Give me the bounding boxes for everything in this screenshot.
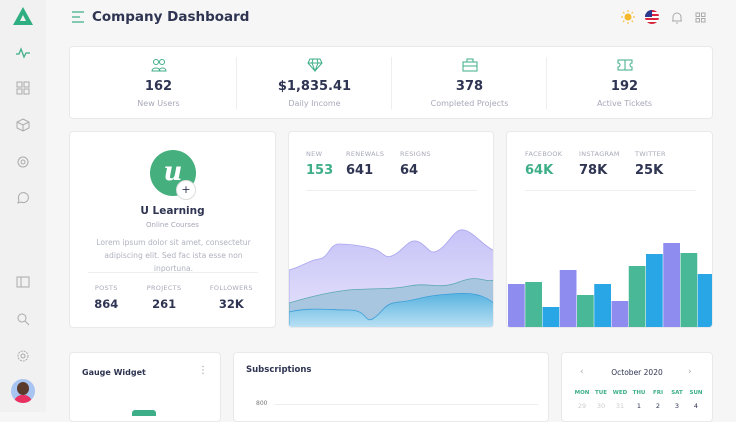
calendar-date[interactable]: 31 <box>615 402 625 410</box>
page-title: Company Dashboard <box>92 9 250 25</box>
gauge-arc <box>132 410 156 416</box>
prev-month-button[interactable]: ‹ <box>580 367 584 377</box>
box-icon[interactable] <box>15 117 31 133</box>
stat-label: Active Tickets <box>596 99 653 108</box>
metric-posts: POSTS 864 <box>94 284 119 311</box>
area-series-3 <box>289 292 493 327</box>
activity-icon[interactable] <box>15 45 31 61</box>
avatar[interactable] <box>11 379 35 403</box>
sidebar-toggle-icon[interactable] <box>15 274 31 290</box>
bar <box>697 274 712 327</box>
settings-icon[interactable] <box>15 154 31 170</box>
calendar-weekday: TUE <box>595 390 607 396</box>
bar <box>525 282 542 327</box>
metric-resigns: RESIGNS 64 <box>400 150 431 178</box>
profile-card: u + U Learning Online Courses Lorem ipsu… <box>69 131 276 328</box>
bar <box>628 266 646 327</box>
briefcase-icon <box>392 57 547 73</box>
bar <box>577 295 594 327</box>
calendar-weekday: SUN <box>689 390 703 396</box>
bar-chart <box>508 243 712 327</box>
bar <box>611 301 629 327</box>
add-button[interactable]: + <box>176 180 196 200</box>
us-flag-icon[interactable] <box>645 10 659 24</box>
stat-value: $1,835.41 <box>277 79 352 94</box>
stat-new-users: 162 New Users <box>81 47 236 117</box>
gauge-title: Gauge Widget <box>82 368 146 377</box>
y-tick-label: 800 <box>256 400 268 407</box>
calendar-weekday: THU <box>632 390 646 396</box>
social-card: FACEBOOK 64K INSTAGRAM 78K TWITTER 25K <box>506 131 713 328</box>
stats-card: 162 New Users $1,835.41 Daily Income 378 Co… <box>69 46 713 119</box>
bar <box>508 284 525 327</box>
sidebar <box>0 0 46 412</box>
calendar-weekday: MON <box>574 390 590 396</box>
bar <box>594 284 611 327</box>
stat-daily-income: $1,835.41 Daily Income <box>237 47 392 117</box>
stat-label: Daily Income <box>288 99 341 108</box>
search-icon[interactable] <box>15 311 31 327</box>
calendar-month: October 2020 <box>611 368 663 377</box>
bell-icon[interactable] <box>671 11 683 24</box>
stat-active-tickets: 192 Active Tickets <box>547 47 702 117</box>
metric-projects: PROJECTS 261 <box>146 284 182 311</box>
profile-name: U Learning <box>140 205 205 217</box>
calendar-weekday: FRI <box>652 390 664 396</box>
logo-icon[interactable] <box>13 7 33 25</box>
calendar-weekday: WED <box>612 390 628 396</box>
bar <box>680 253 698 327</box>
stat-value: 162 <box>144 79 173 94</box>
chat-icon[interactable] <box>15 190 31 206</box>
calendar-date[interactable]: 29 <box>577 402 587 410</box>
calendar-date[interactable]: 30 <box>596 402 606 410</box>
profile-subtitle: Online Courses <box>146 221 199 229</box>
more-options-icon[interactable]: ⋮ <box>198 365 208 376</box>
bar <box>559 270 577 327</box>
gear-icon[interactable] <box>15 348 31 364</box>
metric-twitter: TWITTER 25K <box>635 150 666 178</box>
users-icon <box>81 57 236 73</box>
apps-icon[interactable] <box>695 12 706 23</box>
menu-icon[interactable] <box>72 11 84 23</box>
grid-icon[interactable] <box>15 80 31 96</box>
metric-renewals: RENEWALS 641 <box>346 150 385 178</box>
metric-followers: FOLLOWERS 32K <box>209 284 253 311</box>
bar <box>646 254 663 327</box>
stat-completed-projects: 378 Completed Projects <box>392 47 547 117</box>
calendar-card: ‹ October 2020 › MON TUE WED THU FRI SAT SUN 29… <box>561 352 713 422</box>
membership-card: NEW 153 RENEWALS 641 RESIGNS 64 <box>288 131 494 328</box>
profile-description: Lorem ipsum dolor sit amet, consectetur … <box>96 238 251 273</box>
calendar-date[interactable]: 3 <box>674 402 680 410</box>
area-chart <box>289 229 493 327</box>
sun-icon[interactable] <box>621 10 635 24</box>
calendar-weekday: SAT <box>671 390 683 396</box>
stat-label: Completed Projects <box>430 99 509 108</box>
metric-new: NEW 153 <box>306 150 334 178</box>
ticket-icon <box>547 57 702 73</box>
stat-value: 378 <box>455 79 484 94</box>
metric-facebook: FACEBOOK 64K <box>525 150 563 178</box>
stat-label: New Users <box>137 99 180 108</box>
metric-instagram: INSTAGRAM 78K <box>579 150 620 178</box>
calendar-date[interactable]: 4 <box>693 402 699 410</box>
stat-value: 192 <box>610 79 639 94</box>
subscriptions-card: Subscriptions 800 <box>233 352 549 422</box>
calendar-date[interactable]: 1 <box>636 402 642 410</box>
subscriptions-title: Subscriptions <box>246 365 312 375</box>
bar <box>663 243 680 327</box>
calendar-date[interactable]: 2 <box>655 402 661 410</box>
bar <box>542 307 560 327</box>
diamond-icon <box>237 57 392 73</box>
next-month-button[interactable]: › <box>688 367 692 377</box>
